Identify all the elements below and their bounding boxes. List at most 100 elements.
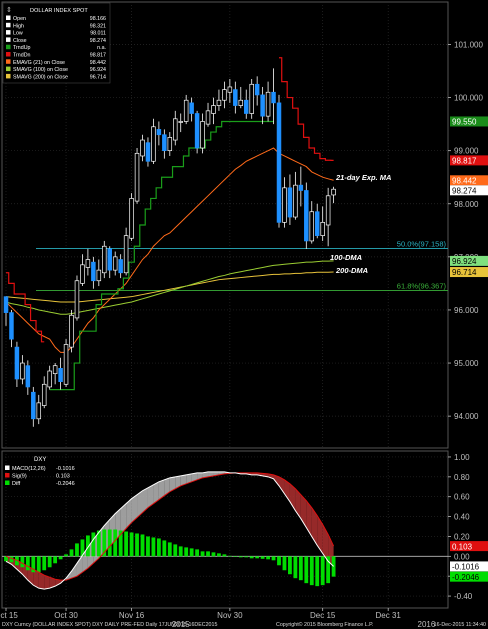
candle-body-51 <box>282 187 287 223</box>
candle-body-17 <box>96 269 102 282</box>
price-tag-label-3: 98.274 <box>452 186 477 195</box>
candle-body-59 <box>325 195 331 226</box>
trend-down-line-1 <box>279 57 334 161</box>
macd-fill-seg-32 <box>180 474 187 486</box>
macd-fill-seg-12 <box>71 563 77 579</box>
price-tag-bg-2 <box>450 175 488 186</box>
macd-ytick-label-5: 0.00 <box>454 552 470 561</box>
candle-body-44 <box>243 99 249 114</box>
price-tag-bg-4 <box>450 255 488 266</box>
candle-body-22 <box>123 235 129 274</box>
candle-body-24 <box>134 152 140 202</box>
candle-body-18 <box>102 245 107 274</box>
candle-body-58 <box>320 221 325 236</box>
macd-legend-label-0: MACD(12,26) <box>12 466 46 472</box>
price-tag-label-4: 96.924 <box>452 257 477 266</box>
footer-left: DXY Curncy (DOLLAR INDEX SPOT) DXY DAILY… <box>2 622 217 628</box>
legend-label-7: SMAVG (100) on Close <box>13 67 68 73</box>
macd-fill-seg-36 <box>202 471 209 478</box>
macd-hist-bar-46 <box>255 556 260 559</box>
macd-hist-bar-57 <box>315 556 320 587</box>
macd-hist-bar-51 <box>282 556 287 571</box>
macd-hist-bar-41 <box>227 555 232 557</box>
macd-fill-seg-5 <box>33 569 39 589</box>
legend-expand-icon[interactable]: ⇕ <box>6 6 12 14</box>
candle-body-38 <box>211 105 216 114</box>
macd-hist-bar-18 <box>102 529 107 557</box>
candle-body-49 <box>271 91 276 104</box>
macd-tag-bg-0 <box>450 541 488 552</box>
legend-value-0: 98.166 <box>90 16 106 22</box>
macd-fill-seg-27 <box>153 481 159 504</box>
macd-fill-seg-53 <box>295 488 301 519</box>
macd-tag-label-1: -0.1016 <box>452 563 480 572</box>
macd-panel: 1.000.800.600.400.200.00-0.20-0.40 0.103… <box>1 450 488 609</box>
macd-fill-seg-31 <box>175 475 181 489</box>
candle-body-3 <box>20 362 25 380</box>
legend-swatch-3 <box>6 37 11 42</box>
macd-fill-seg-29 <box>164 477 170 496</box>
macd-hist-bar-1 <box>9 556 14 563</box>
candle-body-29 <box>162 134 167 152</box>
macd-hist-bar-54 <box>298 556 303 581</box>
candle-body-60 <box>331 188 336 196</box>
footer-center: Copyright© 2015 Bloomberg Finance L.P. <box>276 621 373 628</box>
macd-hist-bar-59 <box>326 556 331 584</box>
macd-hist-bar-16 <box>91 532 96 557</box>
trend-down-line-0 <box>6 272 45 343</box>
macd-hist-bar-17 <box>96 530 101 557</box>
macd-hist-bar-14 <box>80 539 85 557</box>
candle-body-11 <box>63 344 69 385</box>
macd-legend-rows: MACD(12,26) -0.1016 Sig(9) 0.103 Diff -0.2046 <box>5 465 75 487</box>
macd-fill-seg-23 <box>131 494 138 523</box>
candle-body-31 <box>173 118 178 141</box>
macd-fill-seg-13 <box>76 555 83 577</box>
candle-body-4 <box>25 365 31 388</box>
candle-body-57 <box>314 211 320 236</box>
macd-hist-bar-31 <box>173 544 178 557</box>
macd-hist-bar-24 <box>135 533 139 557</box>
legend-swatch-4 <box>6 44 11 50</box>
macd-hist-bar-60 <box>331 556 336 577</box>
macd-hist-bar-7 <box>42 556 47 571</box>
candle-body-47 <box>260 94 265 117</box>
candle-body-6 <box>36 402 42 420</box>
macd-fill-seg-57 <box>317 515 323 554</box>
candle-body-53 <box>293 184 298 218</box>
macd-fill-seg-55 <box>306 500 312 537</box>
price-ytick-label-6: 95.000 <box>454 359 479 368</box>
legend-label-5: TrndDn <box>13 53 31 59</box>
macd-hist-bar-11 <box>64 554 68 557</box>
candle-body-55 <box>304 190 309 242</box>
macd-title: DXY <box>34 457 46 463</box>
macd-hist-bar-55 <box>304 556 309 584</box>
macd-fill-seg-22 <box>126 498 132 529</box>
candle-body-0 <box>3 296 9 313</box>
legend-value-1: 98.321 <box>90 23 106 29</box>
legend-label-6: EMAVG (21) on Close <box>13 60 65 66</box>
macd-fill-seg-54 <box>300 494 307 528</box>
macd-price-tags: 0.103 -0.1016-0.2046 <box>450 541 488 582</box>
legend-swatch-8 <box>6 73 11 79</box>
macd-lines <box>5 471 335 590</box>
candle-body-54 <box>298 184 304 191</box>
macd-hist-bar-48 <box>266 556 270 560</box>
price-ytick-label-2: 99.000 <box>454 147 479 156</box>
candle-body-32 <box>178 121 183 123</box>
price-tag-bg-3 <box>450 185 488 196</box>
macd-tag-label-0: 0.103 <box>452 542 473 551</box>
macd-hist-bar-9 <box>53 556 58 564</box>
macd-hist-bar-32 <box>178 546 183 557</box>
macd-ytick-label-2: 0.60 <box>454 493 470 502</box>
macd-fill-seg-24 <box>137 490 143 518</box>
macd-ytick-label-7: -0.40 <box>454 592 473 601</box>
macd-hist-bar-19 <box>107 529 112 557</box>
macd-ytick-label-3: 0.40 <box>454 513 470 522</box>
sma100-line-0 <box>5 260 334 315</box>
macd-fill-seg-28 <box>158 479 165 500</box>
legend-value-3: 98.274 <box>90 38 106 44</box>
footer-bar: DXY Curncy (DOLLAR INDEX SPOT) DXY DAILY… <box>2 621 486 628</box>
